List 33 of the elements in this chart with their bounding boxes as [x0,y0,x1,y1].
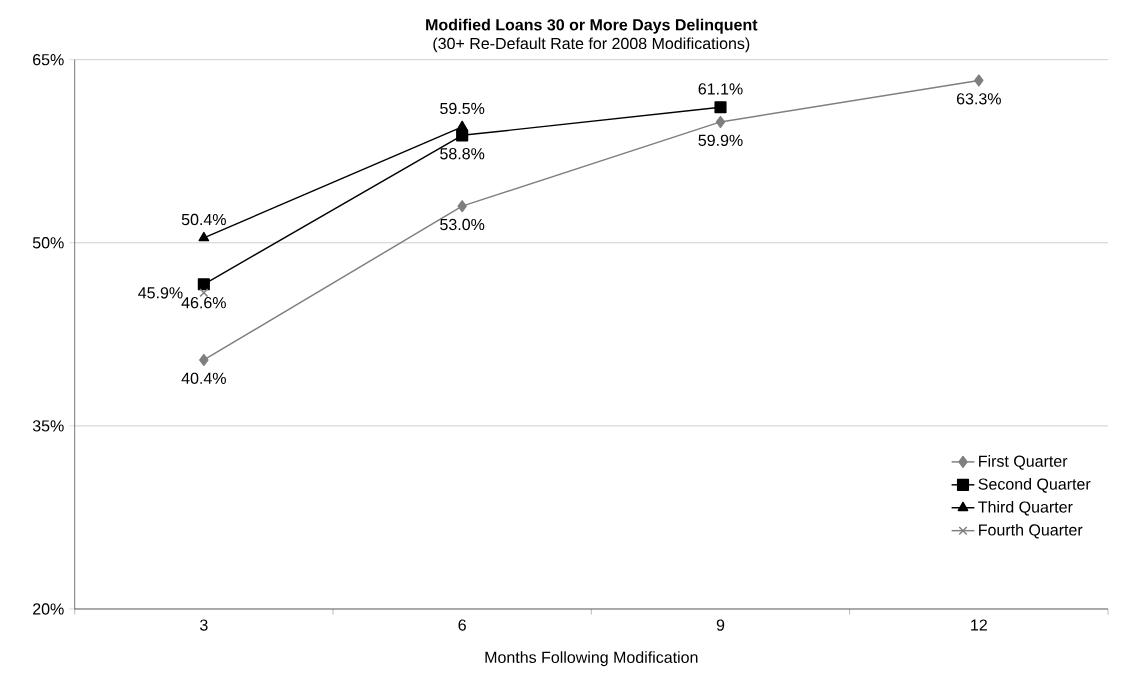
x-tick-label: 9 [716,619,725,631]
data-label: 50.4% [181,213,226,226]
x-tick-label: 6 [458,619,466,631]
x-tick-label: 3 [200,619,208,631]
legend-label: Second Quarter [978,478,1091,493]
point [714,101,727,114]
data-label: 46.6% [181,296,226,309]
y-tick-label: 20% [33,603,64,615]
data-label: 40.4% [181,372,226,384]
legend-label: Third Quarter [978,500,1073,516]
point [715,115,726,128]
point [456,129,469,142]
x-axis-title: Months Following Modification [485,651,698,667]
legend-label: Fourth Quarter [979,523,1083,539]
y-tick-label: 65% [33,54,64,66]
point [199,353,209,367]
data-label: 61.1% [698,83,743,95]
data-label: 59.5% [440,102,485,115]
y-tick-label: 50% [32,237,64,249]
data-label: 58.8% [440,148,485,160]
x-tick-label: 12 [971,619,987,631]
chart-subtitle: (30+ Re-Default Rate for 2008 Modifications) [433,37,750,53]
data-label: 53.0% [440,218,485,231]
data-label: 45.9% [138,287,183,299]
legend-label: First Quarter [979,455,1068,470]
data-label: 59.9% [698,134,743,146]
point [457,200,467,213]
point [199,288,209,298]
data-label: 63.3% [956,93,1001,105]
point [974,74,984,87]
point [197,278,210,291]
y-tick-label: 35% [32,420,64,432]
chart-title: Modified Loans 30 or More Days Delinquent [426,18,758,34]
